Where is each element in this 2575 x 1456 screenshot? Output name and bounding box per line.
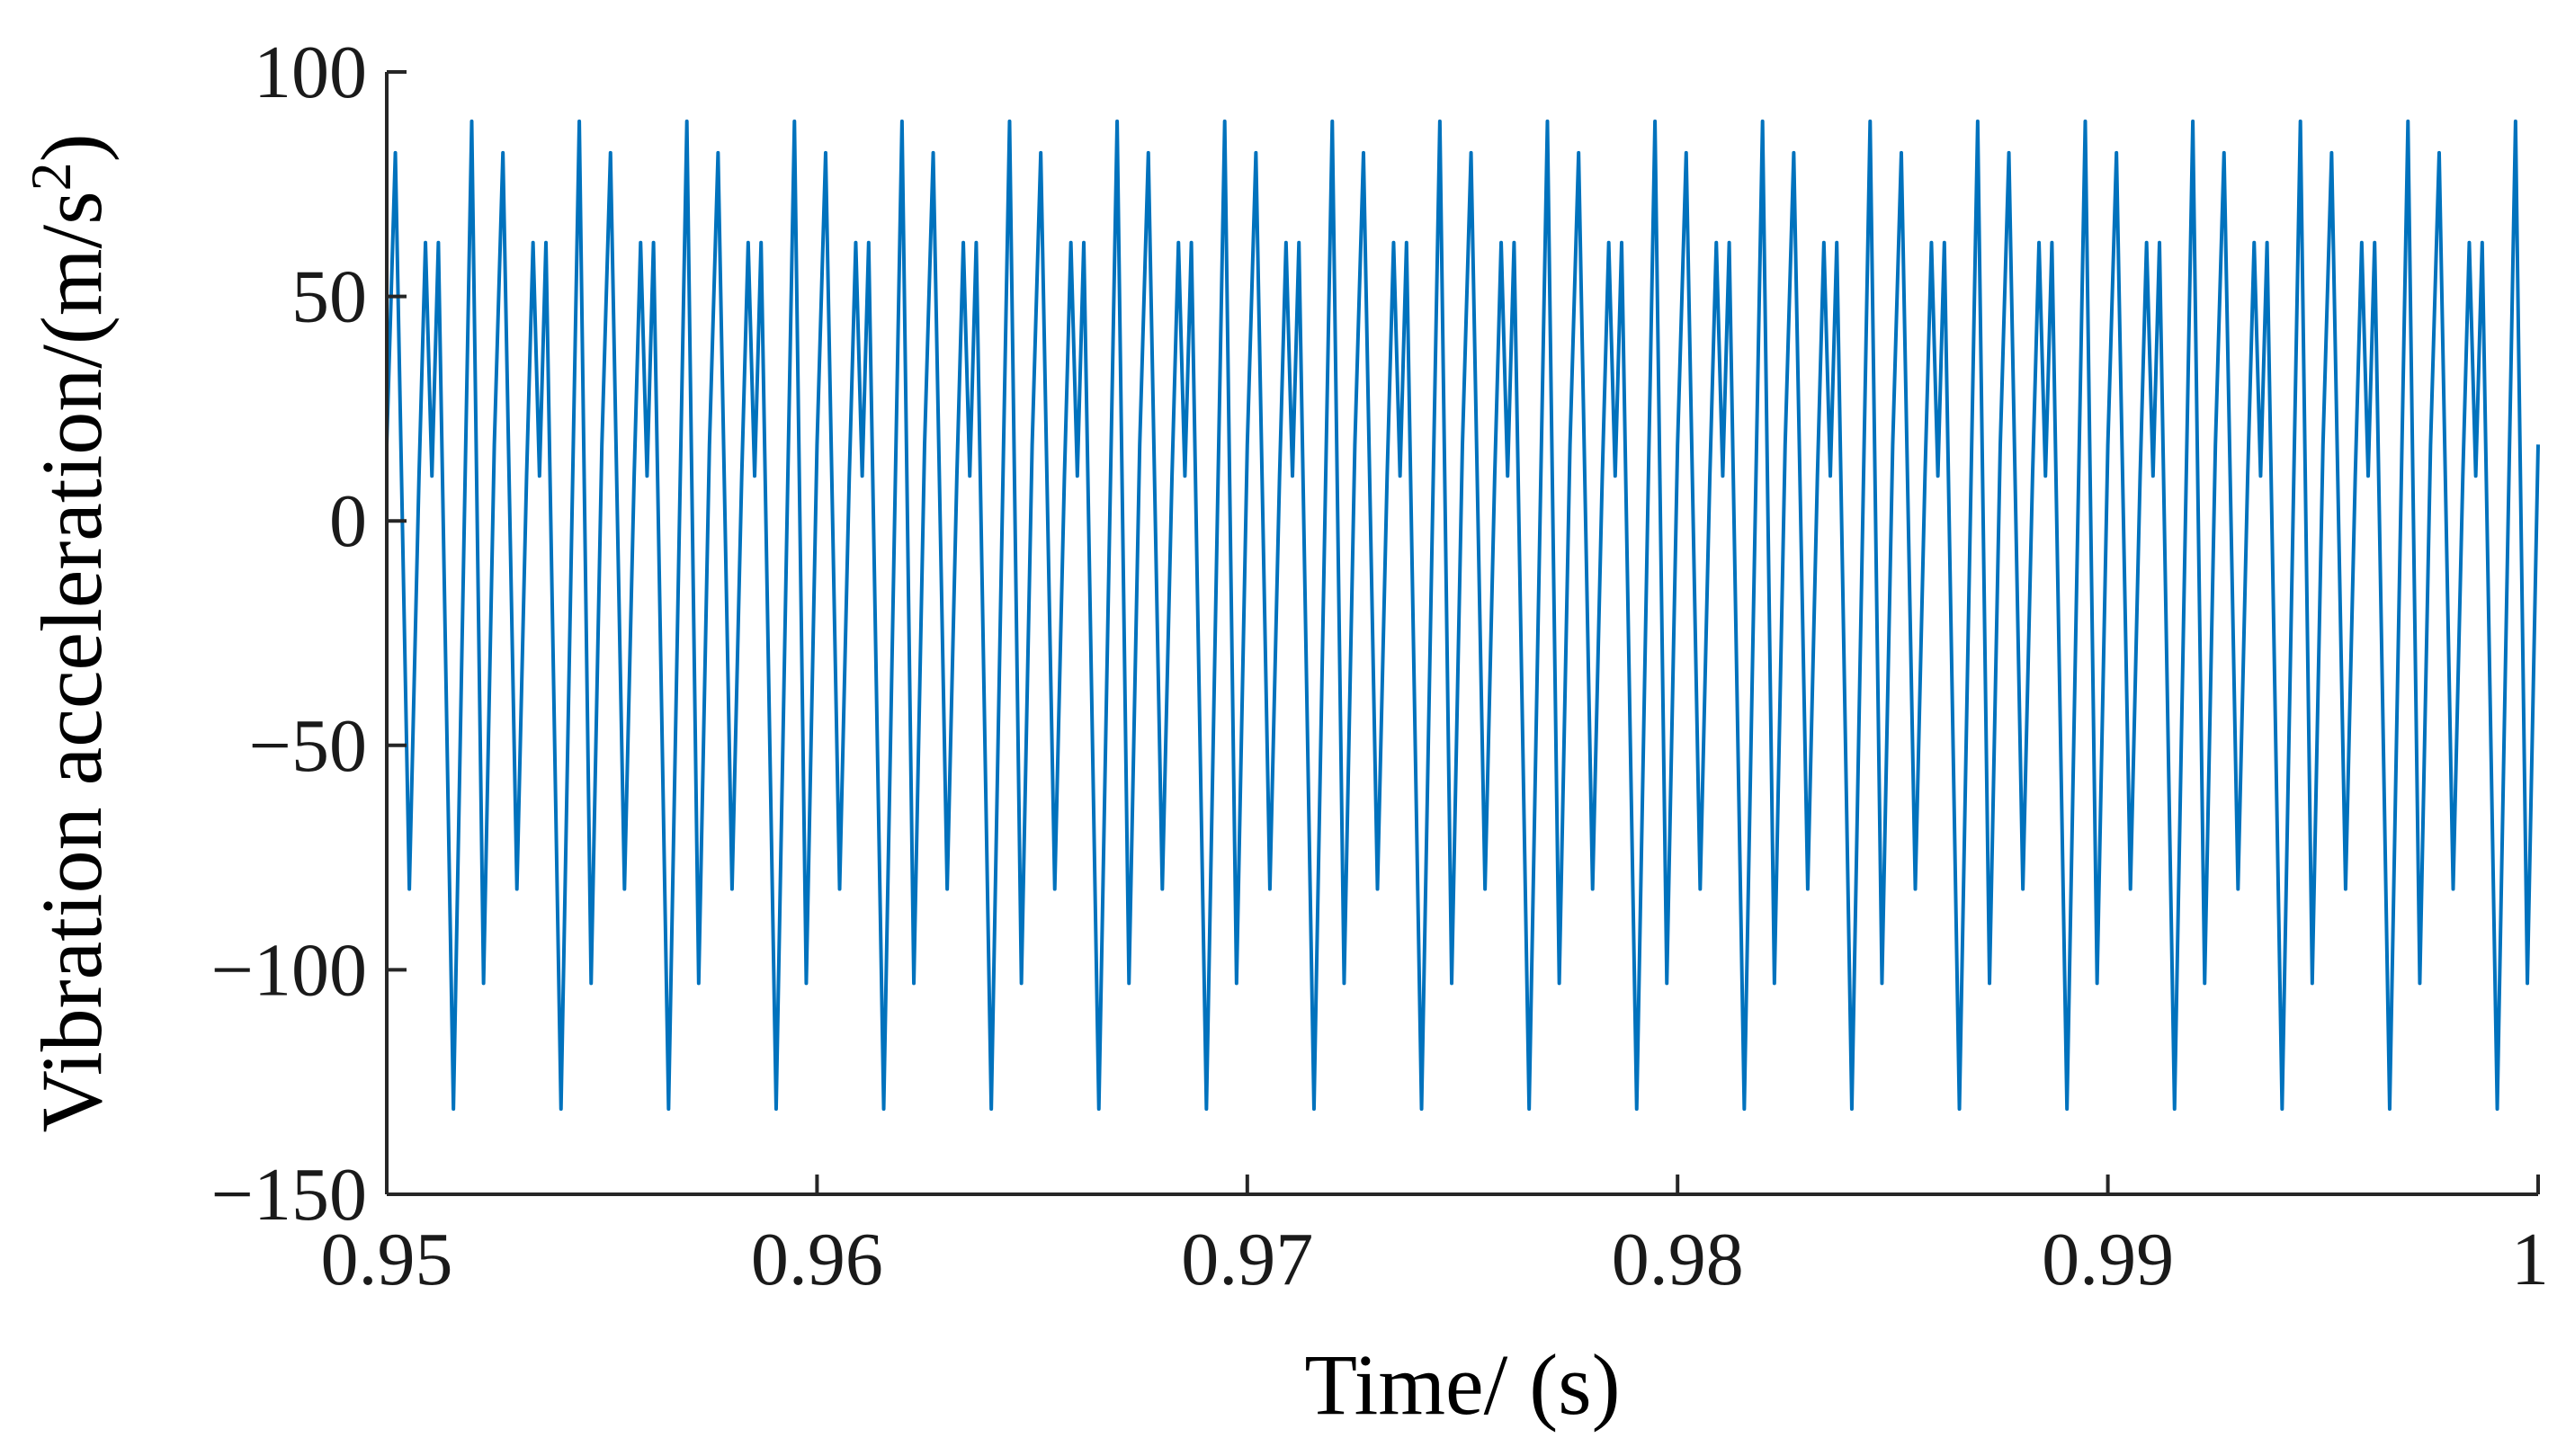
x-tick-label: 0.97 <box>1181 1218 1313 1301</box>
x-axis-title: Time/ (s) <box>1304 1336 1620 1433</box>
x-tick-label: 0.98 <box>1612 1218 1744 1301</box>
axes <box>385 72 2538 1196</box>
y-tick-label: −100 <box>211 928 367 1012</box>
y-tick-label: 100 <box>254 31 367 114</box>
y-ticks: −150 −100 −50 0 50 100 <box>211 31 407 1237</box>
y-tick-label: 0 <box>329 479 367 563</box>
series-line <box>385 119 2540 1112</box>
y-tick-label: 50 <box>291 255 367 339</box>
y-tick-label: −150 <box>211 1153 367 1237</box>
x-ticks: 0.95 0.96 0.97 0.98 0.99 1 <box>321 1175 2549 1301</box>
x-tick-label: 0.96 <box>751 1218 883 1301</box>
x-tick-label: 1 <box>2511 1218 2549 1301</box>
y-axis-title-superscript: 2 <box>19 162 83 191</box>
y-axis-title-main: Vibration acceleration/(m/s <box>23 191 120 1132</box>
y-axis-title-close: ) <box>23 133 120 162</box>
y-axis-title: Vibration acceleration/(m/s2) <box>19 133 120 1132</box>
x-tick-label: 0.95 <box>321 1218 453 1301</box>
plot-area <box>385 119 2540 1112</box>
y-tick-label: −50 <box>249 704 367 788</box>
x-tick-label: 0.99 <box>2042 1218 2174 1301</box>
